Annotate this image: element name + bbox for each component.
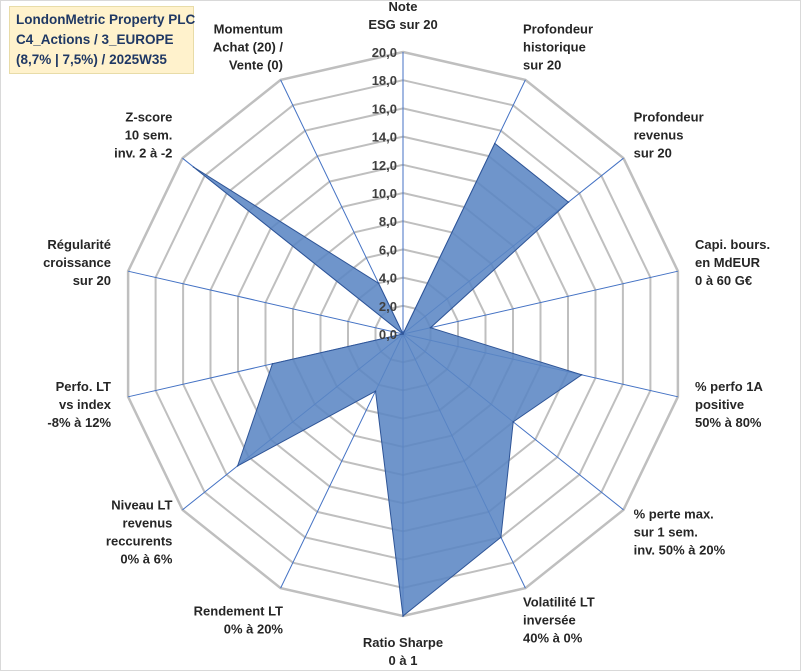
spoke-3	[402, 270, 679, 335]
category-label-5: % perte max. sur 1 sem. inv. 50% à 20%	[634, 506, 726, 557]
category-label-11: Régularité croissance sur 20	[43, 237, 111, 288]
series-point-11	[402, 333, 404, 335]
category-label-8: Rendement LT 0% à 20%	[194, 604, 284, 637]
radar-series	[192, 142, 583, 617]
category-label-2: Profondeur revenus sur 20	[634, 110, 704, 161]
series-point-8	[374, 390, 377, 393]
series-point-3	[429, 326, 432, 329]
series-point-1	[494, 142, 496, 145]
tick-label: 8,0	[379, 214, 397, 229]
category-label-7: Ratio Sharpe 0 à 1	[363, 635, 443, 668]
series-point-5	[512, 421, 514, 423]
tick-label: 2,0	[379, 299, 397, 314]
radar-tick-labels: 0,0 2,0 4,0 6,0 8,0 10,0 12,0 14,0 16,0 18,0 20,0	[372, 45, 397, 342]
tick-label: 14,0	[372, 130, 397, 145]
tick-label: 0,0	[379, 327, 397, 342]
category-label-10: Perfo. LT vs index -8% à 12%	[47, 379, 111, 430]
series-point-12	[192, 166, 195, 168]
series-point-13	[377, 282, 380, 285]
tick-label: 4,0	[379, 271, 397, 286]
tick-label: 6,0	[379, 242, 397, 257]
tick-label: 12,0	[372, 158, 397, 173]
spoke-11	[127, 270, 404, 335]
category-label-3: Capi. bours. en MdEUR 0 à 60 G€	[695, 237, 770, 288]
series-point-9	[236, 465, 239, 467]
radar-category-labels: Note ESG sur 20 Profondeur historique sur 20…	[43, 0, 770, 668]
chart-title-line-2: C4_Actions / 3_EUROPE	[16, 32, 174, 47]
tick-label: 20,0	[372, 45, 397, 60]
tick-label: 16,0	[372, 101, 397, 116]
chart-title-line-3: (8,7% | 7,5%) / 2025W35	[16, 52, 167, 67]
category-label-0: Note ESG sur 20	[368, 0, 437, 32]
category-label-12: Z-score 10 sem. inv. 2 à -2	[114, 110, 172, 161]
series-point-7	[402, 615, 404, 617]
category-label-9: Niveau LT revenus reccurents 0% à 6%	[106, 497, 173, 566]
tick-label: 18,0	[372, 73, 397, 88]
series-point-4	[580, 374, 583, 376]
chart-title-line-1: LondonMetric Property PLC	[16, 12, 196, 27]
series-point-10	[271, 363, 274, 365]
chart-title-box: LondonMetric Property PLC C4_Actions / 3…	[9, 6, 196, 74]
tick-label: 10,0	[372, 186, 397, 201]
category-label-4: % perfo 1A positive 50% à 80%	[695, 379, 764, 430]
category-label-1: Profondeur historique sur 20	[523, 22, 593, 73]
series-point-2	[567, 201, 570, 203]
series-point-6	[500, 536, 502, 539]
category-label-13: Momentum Achat (20) / Vente (0)	[213, 22, 283, 73]
category-label-6: Volatilité LT inversée 40% à 0%	[523, 595, 595, 646]
